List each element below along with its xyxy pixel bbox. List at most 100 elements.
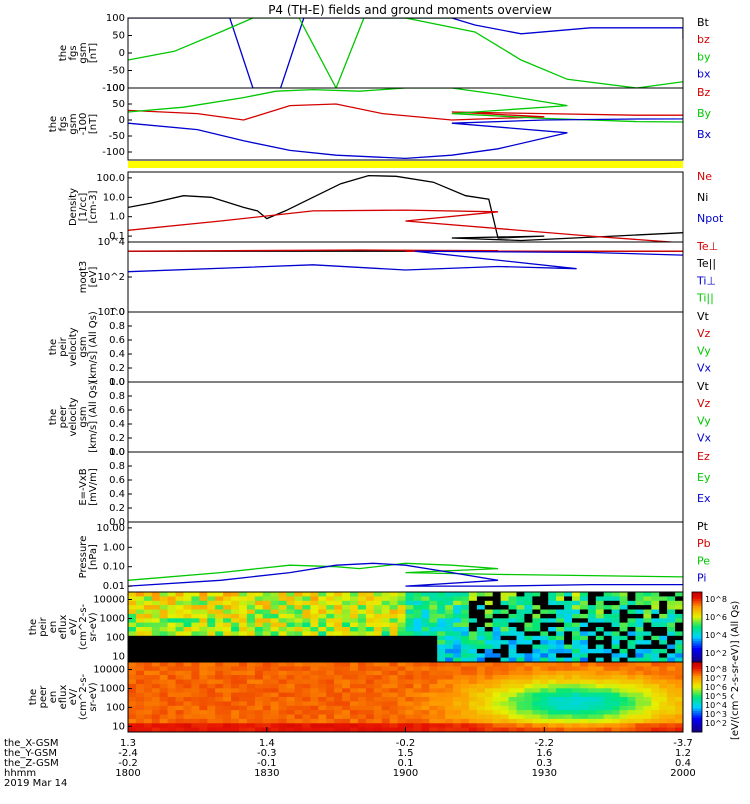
spectrogram-cell [167, 679, 177, 685]
spectrogram-cell [357, 596, 367, 602]
spectrogram-cell [421, 627, 430, 632]
spectrogram-cell [564, 714, 573, 720]
ylabel-line: velocity [68, 327, 79, 366]
spectrogram-cell [524, 714, 533, 720]
spectrogram-cell [231, 679, 240, 685]
spectrogram-cell [175, 692, 185, 698]
spectrogram-cell [508, 675, 518, 681]
spectrogram-cell [278, 666, 288, 672]
spectrogram-cell [540, 648, 549, 654]
spectrogram-cell [239, 727, 248, 732]
spectrogram-cell [175, 679, 185, 685]
spectrogram-cell [334, 613, 343, 619]
spectrogram-cell [524, 631, 533, 637]
spectrogram-cell [595, 627, 605, 632]
spectrogram-cell [239, 723, 248, 729]
spectrogram-cell [191, 600, 200, 606]
legend-entry: Vx [697, 362, 712, 375]
spectrogram-cell [286, 675, 296, 681]
spectrogram-cell [421, 648, 430, 654]
colorbar-tick-label: 10^4 [705, 701, 727, 710]
spectrogram-cell [564, 622, 573, 628]
spectrogram-cell [635, 701, 644, 707]
spectrogram-cell [239, 609, 248, 615]
spectrogram-cell [453, 596, 462, 602]
ylabel-line: (cm^2-s- [78, 673, 89, 720]
spectrogram-cell [159, 596, 169, 602]
y-tick-label: 100.0 [96, 173, 125, 184]
spectrogram-cell [508, 596, 518, 602]
spectrogram-cell [579, 710, 589, 716]
spectrogram-cell [476, 697, 486, 702]
spectrogram-cell [572, 622, 581, 628]
spectrogram-cell [207, 609, 216, 615]
spectrogram-cell [223, 662, 232, 667]
spectrogram-cell [516, 697, 525, 702]
spectrogram-cell [215, 688, 224, 694]
spectrogram-cell [167, 653, 177, 659]
spectrogram-cell [191, 683, 200, 689]
spectrogram-cell [278, 640, 288, 646]
spectrogram-cell [675, 705, 683, 711]
spectrogram-cell [413, 640, 422, 646]
spectrogram-cell [215, 662, 224, 667]
spectrogram-cell [421, 613, 430, 619]
ylabel-line: peer [38, 685, 49, 709]
y-tick-label: 0.0 [109, 517, 125, 528]
spectrogram-cell [151, 718, 161, 724]
spectrogram-cell [643, 692, 652, 698]
spectrogram-cell [350, 714, 359, 720]
spectrogram-cell [579, 723, 589, 729]
spectrogram-cell [595, 683, 605, 689]
yaxis-pressure: 10.001.000.100.01 [96, 523, 132, 592]
spectrogram-cell [191, 592, 200, 597]
spectrogram-cell [294, 627, 303, 632]
spectrogram-cell [215, 727, 224, 732]
spectrogram-cell [532, 697, 541, 702]
spectrogram-cell [342, 718, 351, 724]
spectrogram-cell [572, 635, 581, 641]
spectrogram-cell [437, 600, 446, 606]
spectrogram-cell [326, 592, 335, 597]
spectrogram-cell [540, 600, 549, 606]
spectrogram-cell [254, 710, 264, 716]
spectrogram-cell [468, 675, 478, 681]
spectrogram-cell [326, 705, 335, 711]
spectrogram-cell [619, 675, 629, 681]
spectrogram-cell [564, 710, 573, 716]
spectrogram-cell [278, 600, 288, 606]
spectrogram-cell [603, 648, 613, 654]
spectrogram-cell [572, 631, 581, 637]
spectrogram-cell [389, 640, 399, 646]
spectrogram-cell [239, 648, 248, 654]
spectrogram-cell [207, 592, 216, 597]
spectrogram-cell [492, 692, 502, 698]
spectrogram-cell [278, 714, 288, 720]
spectrogram-cell [572, 657, 581, 662]
spectrogram-cell [627, 718, 636, 724]
spectrogram-cell [246, 692, 256, 698]
spectrogram-cell [651, 727, 660, 732]
spectrogram-cell [128, 613, 137, 619]
spectrogram-cell [151, 679, 161, 685]
series-line-By [128, 88, 683, 124]
spectrogram-cell [429, 688, 438, 694]
spectrogram-cell [135, 592, 145, 597]
spectrogram-cell [270, 627, 280, 632]
spectrogram-cell [389, 618, 399, 624]
spectrogram-cell [619, 692, 629, 698]
spectrogram-cell [579, 627, 589, 632]
spectrogram-cell [476, 653, 486, 659]
spectrogram-cell [619, 622, 629, 628]
colorbar-segment [692, 615, 702, 619]
spectrogram-cell [635, 600, 644, 606]
spectrogram-cell [572, 679, 581, 685]
spectrogram-cell [572, 692, 581, 698]
spectrogram-cell [223, 692, 232, 698]
spectrogram-cell [611, 697, 621, 702]
spectrogram-cell [564, 723, 573, 729]
spectrogram-cell [643, 622, 652, 628]
spectrogram-cell [143, 600, 153, 606]
spectrogram-cell [143, 596, 153, 602]
